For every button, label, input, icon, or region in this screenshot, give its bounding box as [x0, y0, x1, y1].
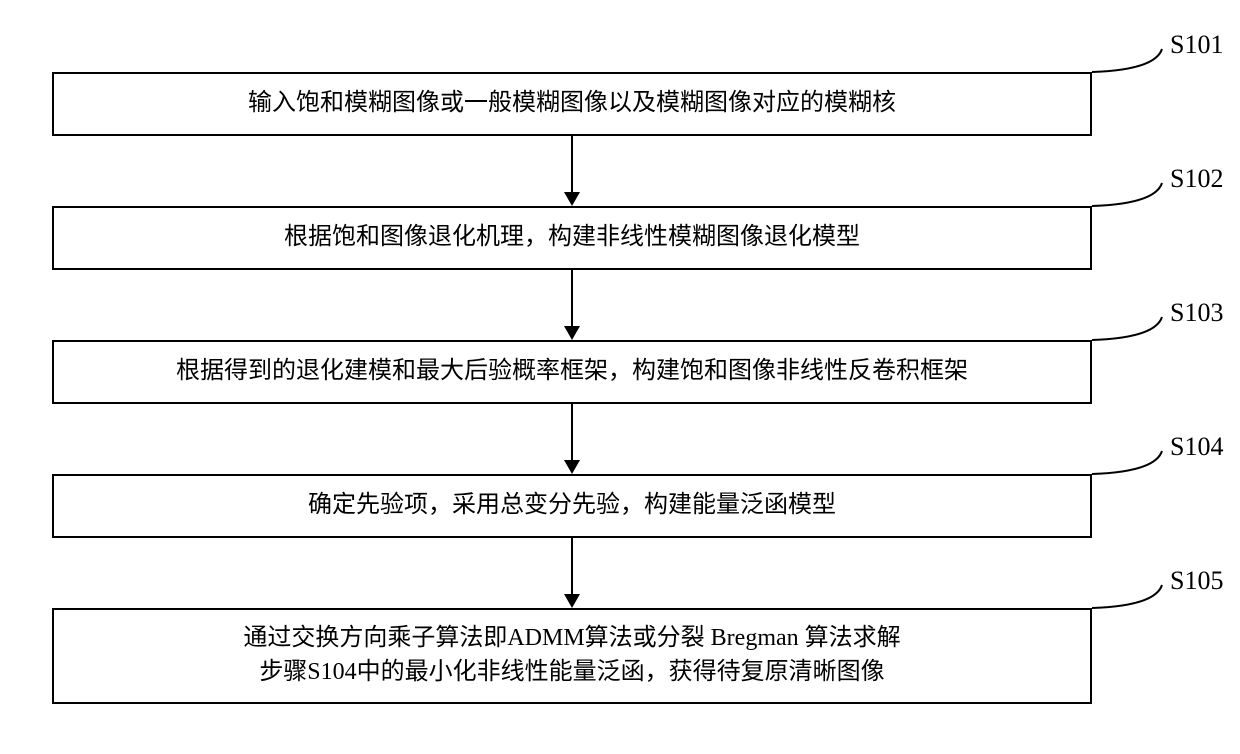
step-box-s105: 通过交换方向乘子算法即ADMM算法或分裂 Bregman 算法求解步骤S104中… — [52, 608, 1092, 704]
step-box-s104: 确定先验项，采用总变分先验，构建能量泛函模型 — [52, 474, 1092, 538]
step-text: 根据得到的退化建模和最大后验概率框架，构建饱和图像非线性反卷积框架 — [176, 355, 968, 389]
arrow-4 — [557, 538, 587, 610]
step-text: 确定先验项，采用总变分先验，构建能量泛函模型 — [308, 489, 836, 523]
flowchart-container: 输入饱和模糊图像或一般模糊图像以及模糊图像对应的模糊核 S101 根据饱和图像退化机… — [0, 0, 1240, 754]
step-text: 根据饱和图像退化机理，构建非线性模糊图像退化模型 — [284, 221, 860, 255]
step-box-s101: 输入饱和模糊图像或一般模糊图像以及模糊图像对应的模糊核 — [52, 72, 1092, 136]
step-text: 通过交换方向乘子算法即ADMM算法或分裂 Bregman 算法求解步骤S104中… — [243, 622, 900, 689]
step-label-s102: S102 — [1170, 164, 1223, 194]
step-text: 输入饱和模糊图像或一般模糊图像以及模糊图像对应的模糊核 — [248, 87, 896, 121]
arrow-1 — [557, 136, 587, 208]
arrow-2 — [557, 270, 587, 342]
step-box-s102: 根据饱和图像退化机理，构建非线性模糊图像退化模型 — [52, 206, 1092, 270]
step-box-s103: 根据得到的退化建模和最大后验概率框架，构建饱和图像非线性反卷积框架 — [52, 340, 1092, 404]
step-label-s104: S104 — [1170, 432, 1223, 462]
step-label-s105: S105 — [1170, 566, 1223, 596]
arrow-3 — [557, 404, 587, 476]
step-label-s103: S103 — [1170, 298, 1223, 328]
step-label-s101: S101 — [1170, 30, 1223, 60]
